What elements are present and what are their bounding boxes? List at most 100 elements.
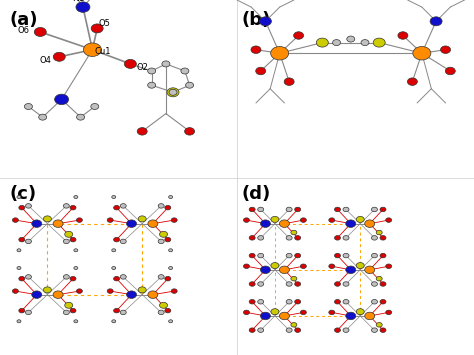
Circle shape xyxy=(372,207,377,212)
Circle shape xyxy=(329,264,335,268)
Circle shape xyxy=(169,249,173,252)
Circle shape xyxy=(12,289,18,293)
Circle shape xyxy=(380,300,386,304)
Circle shape xyxy=(19,308,25,313)
Circle shape xyxy=(286,207,292,212)
Circle shape xyxy=(12,218,18,222)
Circle shape xyxy=(343,282,349,286)
Circle shape xyxy=(120,239,126,244)
Circle shape xyxy=(301,310,306,315)
Circle shape xyxy=(258,282,264,286)
Circle shape xyxy=(291,230,297,235)
Circle shape xyxy=(249,328,255,332)
Circle shape xyxy=(165,308,171,313)
Circle shape xyxy=(34,27,46,37)
Circle shape xyxy=(365,220,375,228)
Circle shape xyxy=(184,127,195,135)
Circle shape xyxy=(17,320,21,323)
Circle shape xyxy=(279,312,290,320)
Circle shape xyxy=(64,310,69,315)
Circle shape xyxy=(251,46,261,54)
Circle shape xyxy=(158,239,164,244)
Circle shape xyxy=(25,104,32,109)
Circle shape xyxy=(249,300,255,304)
Circle shape xyxy=(258,253,264,258)
Circle shape xyxy=(260,266,271,274)
Circle shape xyxy=(70,277,76,281)
Circle shape xyxy=(380,253,386,258)
Circle shape xyxy=(260,220,271,228)
Circle shape xyxy=(372,282,377,286)
Circle shape xyxy=(120,204,126,208)
Circle shape xyxy=(19,206,25,210)
Circle shape xyxy=(19,237,25,242)
Circle shape xyxy=(70,237,76,242)
Circle shape xyxy=(244,218,249,222)
Circle shape xyxy=(26,204,31,208)
Circle shape xyxy=(64,239,69,244)
Circle shape xyxy=(55,94,69,105)
Circle shape xyxy=(26,310,31,315)
Circle shape xyxy=(169,196,173,198)
Circle shape xyxy=(120,275,126,279)
Circle shape xyxy=(249,282,255,286)
Circle shape xyxy=(380,207,386,212)
Circle shape xyxy=(445,67,456,75)
Circle shape xyxy=(76,2,90,12)
Circle shape xyxy=(356,309,364,315)
Circle shape xyxy=(335,328,340,332)
Text: O4: O4 xyxy=(39,56,51,65)
Circle shape xyxy=(165,237,171,242)
Text: O5: O5 xyxy=(98,18,110,28)
Circle shape xyxy=(380,328,386,332)
Circle shape xyxy=(255,67,266,75)
Circle shape xyxy=(249,207,255,212)
Circle shape xyxy=(64,204,69,208)
Circle shape xyxy=(65,302,73,308)
Circle shape xyxy=(53,52,65,61)
Circle shape xyxy=(181,68,189,74)
Circle shape xyxy=(74,249,78,252)
Circle shape xyxy=(162,61,170,67)
Circle shape xyxy=(284,78,294,86)
Circle shape xyxy=(76,218,82,222)
Circle shape xyxy=(356,263,364,268)
Circle shape xyxy=(259,17,272,26)
Circle shape xyxy=(286,253,292,258)
Circle shape xyxy=(335,207,340,212)
Circle shape xyxy=(279,220,290,228)
Circle shape xyxy=(286,236,292,240)
Circle shape xyxy=(167,88,179,97)
Circle shape xyxy=(271,217,279,222)
Circle shape xyxy=(114,277,119,281)
Circle shape xyxy=(127,291,137,299)
Circle shape xyxy=(114,206,119,210)
Circle shape xyxy=(112,196,116,198)
Circle shape xyxy=(376,230,382,235)
Circle shape xyxy=(335,236,340,240)
Circle shape xyxy=(26,239,31,244)
Circle shape xyxy=(53,291,63,299)
Circle shape xyxy=(286,300,292,304)
Circle shape xyxy=(343,300,349,304)
Circle shape xyxy=(244,264,249,268)
Circle shape xyxy=(372,328,377,332)
Circle shape xyxy=(372,236,377,240)
Circle shape xyxy=(333,40,340,45)
Circle shape xyxy=(295,300,301,304)
Circle shape xyxy=(70,308,76,313)
Circle shape xyxy=(293,32,304,39)
Circle shape xyxy=(65,231,73,237)
Circle shape xyxy=(120,310,126,315)
Circle shape xyxy=(295,207,301,212)
Circle shape xyxy=(148,68,155,74)
Circle shape xyxy=(44,287,51,293)
Circle shape xyxy=(171,218,177,222)
Circle shape xyxy=(380,236,386,240)
Circle shape xyxy=(271,263,279,268)
Circle shape xyxy=(295,236,301,240)
Circle shape xyxy=(74,267,78,269)
Text: (b): (b) xyxy=(242,11,271,29)
Circle shape xyxy=(430,17,442,26)
Circle shape xyxy=(335,282,340,286)
